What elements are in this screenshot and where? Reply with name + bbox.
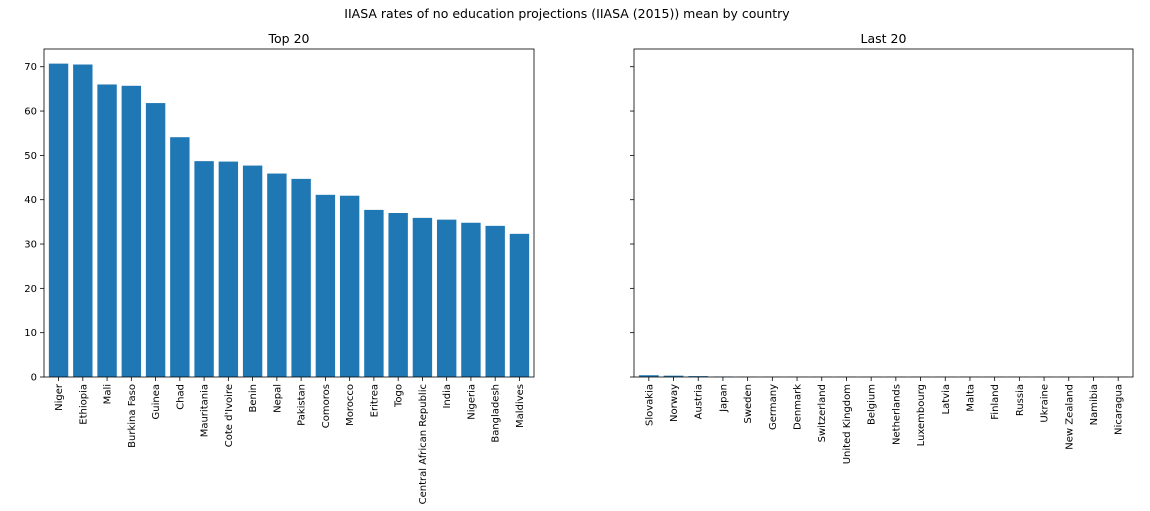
bar bbox=[121, 85, 142, 378]
y-tick-label: 60 bbox=[24, 107, 37, 118]
bar bbox=[97, 84, 117, 377]
x-tick-label: Nigeria bbox=[466, 384, 477, 420]
bar bbox=[663, 375, 684, 377]
bar bbox=[73, 64, 93, 377]
chart-last-20: Last 20 Slovakia Norway Austria Japan Sweden G… bbox=[630, 31, 1134, 464]
x-tick-label: Guinea bbox=[151, 384, 162, 419]
bar bbox=[364, 209, 384, 377]
x-tick-label: Togo bbox=[394, 384, 405, 408]
bar bbox=[388, 213, 408, 377]
bar bbox=[412, 217, 433, 377]
x-tick-label: Eritrea bbox=[369, 384, 380, 417]
x-tick-label: Austria bbox=[694, 384, 705, 419]
x-tick-label: Germany bbox=[768, 384, 779, 430]
y-tick-label: 20 bbox=[24, 284, 37, 295]
bar bbox=[638, 375, 659, 377]
bar bbox=[291, 178, 311, 377]
y-tick-label: 10 bbox=[24, 328, 37, 339]
bar bbox=[315, 194, 336, 377]
x-tick-label: Belgium bbox=[867, 384, 878, 425]
x-tick-label: Ukraine bbox=[1040, 384, 1051, 423]
x-tick-label: Denmark bbox=[793, 384, 804, 430]
x-tick-label: Slovakia bbox=[644, 384, 655, 426]
x-tick-label: Central African Republic bbox=[418, 384, 429, 504]
bar bbox=[194, 161, 214, 377]
x-tick-label: Netherlands bbox=[891, 384, 902, 445]
bar bbox=[436, 219, 457, 377]
x-tick-label: Luxembourg bbox=[916, 384, 927, 446]
x-tick-label: Mali bbox=[103, 384, 114, 404]
y-tick-label: 30 bbox=[24, 240, 37, 251]
chart-top-20: Top 20 0 10 20 30 40 50 60 70 Niger Ethiopia Mali Bu… bbox=[24, 31, 535, 504]
x-tick-label: India bbox=[442, 384, 453, 409]
x-tick-label: Malta bbox=[965, 384, 976, 412]
x-tick-label: Burkina Faso bbox=[127, 384, 138, 448]
x-tick-label: Pakistan bbox=[297, 384, 308, 426]
bar bbox=[485, 225, 505, 377]
x-tick-label: Cote d'Ivoire bbox=[224, 384, 235, 447]
x-tick-label: Ethiopia bbox=[78, 384, 89, 425]
bar bbox=[267, 173, 287, 377]
bar bbox=[242, 165, 263, 377]
bar bbox=[339, 195, 360, 377]
plot-frame bbox=[43, 48, 535, 378]
x-tick-label: Sweden bbox=[743, 384, 754, 424]
x-tick-label: Benin bbox=[248, 384, 259, 412]
x-tick-label: Japan bbox=[718, 384, 729, 413]
x-tick-label: Nicaragua bbox=[1114, 384, 1125, 435]
bar bbox=[461, 222, 481, 377]
x-tick-label: Morocco bbox=[345, 384, 356, 426]
x-tick-label: Norway bbox=[669, 384, 680, 422]
x-tick-label: Bangladesh bbox=[491, 384, 502, 443]
x-tick-label: Russia bbox=[1015, 384, 1026, 416]
x-tick-label: Comoros bbox=[321, 384, 332, 428]
y-tick-label: 70 bbox=[24, 62, 37, 73]
bar bbox=[145, 103, 166, 377]
y-tick-label: 40 bbox=[24, 195, 37, 206]
bar bbox=[688, 376, 709, 377]
x-tick-label: Namibia bbox=[1089, 384, 1100, 425]
x-tick-label: New Zealand bbox=[1064, 384, 1075, 450]
x-tick-label: Nepal bbox=[272, 384, 283, 413]
plot-frame bbox=[633, 48, 1134, 378]
x-tick-label: Niger bbox=[54, 383, 65, 411]
x-tick-label: United Kingdom bbox=[842, 384, 853, 464]
x-tick-label: Finland bbox=[990, 384, 1001, 420]
chart-title: Last 20 bbox=[861, 31, 907, 46]
figure-title: IIASA rates of no education projections … bbox=[344, 6, 790, 21]
bar bbox=[218, 161, 239, 377]
bar bbox=[170, 137, 190, 377]
y-tick-label: 50 bbox=[24, 151, 37, 162]
x-tick-label: Maldives bbox=[515, 384, 526, 428]
chart-title: Top 20 bbox=[268, 31, 310, 46]
x-tick-label: Switzerland bbox=[817, 384, 828, 442]
x-tick-label: Chad bbox=[175, 384, 186, 410]
bar bbox=[509, 233, 530, 377]
y-tick-label: 0 bbox=[31, 373, 37, 384]
x-tick-label: Latvia bbox=[941, 384, 952, 414]
x-tick-label: Mauritania bbox=[200, 384, 211, 437]
bar bbox=[48, 63, 69, 378]
